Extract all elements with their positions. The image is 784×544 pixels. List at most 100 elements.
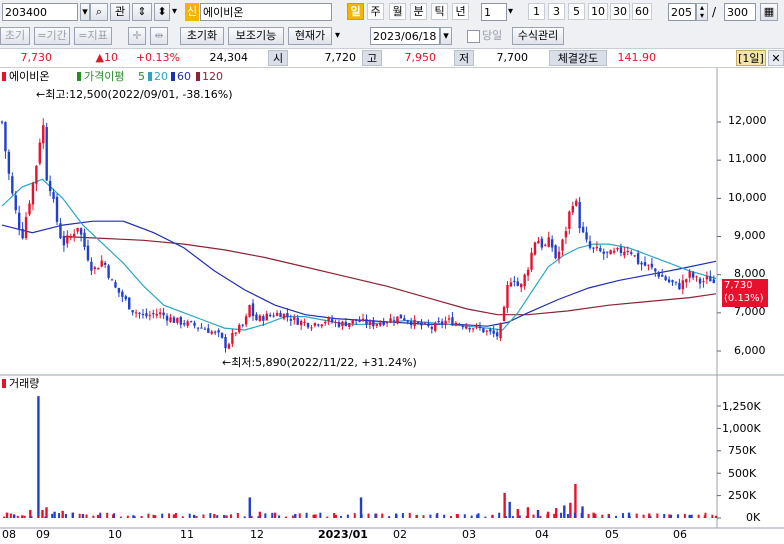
display-count-input[interactable]: 205	[668, 3, 696, 21]
minute-1[interactable]: 1	[528, 3, 545, 20]
stock-code-input[interactable]: 203400	[2, 3, 78, 21]
volume-bar	[670, 514, 673, 518]
candle-down	[492, 330, 495, 334]
candle-down	[640, 262, 643, 265]
volume-bar	[436, 513, 439, 518]
candle-down	[430, 326, 434, 329]
candle-down	[678, 282, 681, 290]
kwan-button[interactable]: 관	[110, 3, 130, 21]
candle-up	[169, 317, 172, 322]
volume-title: 거래량	[9, 377, 40, 390]
candle-down	[482, 328, 485, 333]
period-month[interactable]: 월	[389, 3, 406, 20]
count-stepper[interactable]: ▴ ▾	[696, 3, 708, 21]
volume-bar	[367, 513, 370, 518]
init-button[interactable]: 초기	[0, 27, 30, 45]
crosshair-button[interactable]: ✛	[128, 27, 146, 45]
high-label: 고	[362, 50, 382, 66]
zoom-button[interactable]: ⇹	[150, 27, 168, 45]
interval-select[interactable]: 1	[481, 3, 507, 21]
volume-bar	[388, 516, 391, 518]
candle-up	[248, 305, 251, 317]
close-icon[interactable]: ✕	[768, 50, 784, 66]
candle-down	[516, 281, 519, 286]
minute-30[interactable]: 30	[610, 3, 630, 20]
stepper-button[interactable]: ⬍	[154, 3, 170, 21]
aux-function-button[interactable]: 보조기능	[228, 27, 284, 45]
volume-bar	[132, 515, 135, 518]
current-dropdown-icon[interactable]: ▾	[335, 30, 341, 41]
chart-settings-button[interactable]: ▦	[760, 3, 778, 21]
candle-down	[358, 320, 361, 322]
minute-60[interactable]: 60	[632, 3, 652, 20]
formula-manage-button[interactable]: 수식관리	[512, 27, 564, 45]
period-week[interactable]: 주	[367, 3, 384, 20]
candle-up	[595, 246, 599, 249]
period-button[interactable]: =기간	[34, 27, 70, 45]
volume-bar	[505, 516, 508, 518]
search-button[interactable]: ⌕	[90, 3, 108, 21]
candle-up	[368, 321, 372, 325]
indicator-button[interactable]: =지표	[74, 27, 112, 45]
code-dropdown-button[interactable]: ▾	[80, 3, 90, 21]
chart-type-button[interactable]: ⇕	[132, 3, 152, 21]
x-tick: 02	[393, 528, 407, 541]
candle-down	[513, 280, 516, 282]
current-price-button[interactable]: 현재가	[288, 27, 332, 45]
candle-up	[509, 282, 513, 287]
stock-name-field[interactable]: 에이비온	[200, 3, 332, 21]
price-tick: 7,000	[734, 305, 766, 318]
candle-up	[244, 316, 248, 325]
volume-bar	[174, 512, 177, 518]
candle-down	[289, 318, 293, 321]
reset-button[interactable]: 초기화	[180, 27, 224, 45]
today-checkbox[interactable]	[467, 30, 480, 43]
candle-up	[626, 250, 630, 252]
volume-bar	[683, 513, 686, 518]
candle-up	[28, 203, 31, 215]
candle-up	[100, 260, 103, 267]
candle-up	[293, 317, 296, 320]
minute-10[interactable]: 10	[588, 3, 608, 20]
date-input[interactable]: 2023/06/18	[370, 27, 440, 45]
dropdown-arrow-icon[interactable]: ▾	[172, 6, 178, 17]
volume-bar	[250, 516, 253, 518]
interval-dropdown-icon[interactable]: ▾	[508, 6, 514, 17]
volume-bar	[273, 512, 277, 518]
volume-bar	[511, 516, 514, 518]
volume-bar	[503, 492, 506, 518]
minute-5[interactable]: 5	[568, 3, 585, 20]
total-count-input[interactable]: 300	[724, 3, 756, 21]
period-minute[interactable]: 분	[410, 3, 427, 20]
legend-ma-swatch	[77, 72, 81, 81]
volume-bar	[580, 512, 583, 518]
candle-up	[93, 267, 97, 270]
candle-up	[575, 200, 578, 206]
candle-down	[286, 313, 289, 318]
volume-bar	[690, 514, 693, 518]
quote-strength: 141.90	[617, 51, 657, 64]
last-price: 7,730	[724, 280, 753, 291]
volume-bar	[573, 512, 576, 518]
volume-bar	[314, 514, 317, 518]
candle-down	[709, 276, 712, 282]
price-tick: 11,000	[728, 152, 767, 165]
candle-up	[485, 330, 489, 332]
candle-down	[110, 279, 114, 281]
period-year[interactable]: 년	[452, 3, 469, 20]
candle-down	[272, 315, 275, 317]
candle-up	[434, 322, 437, 331]
quote-volume: 24,304	[209, 51, 249, 64]
volume-bar	[192, 514, 196, 518]
period-tick[interactable]: 틱	[431, 3, 448, 20]
candle-down	[461, 325, 464, 328]
stock-chart[interactable]	[0, 68, 784, 544]
volume-bar	[81, 513, 85, 518]
volume-bar	[536, 509, 540, 518]
date-dropdown-button[interactable]: ▾	[440, 27, 452, 45]
candle-down	[554, 245, 557, 259]
period-day[interactable]: 일	[347, 3, 364, 20]
minute-3[interactable]: 3	[548, 3, 565, 20]
volume-bar	[569, 502, 572, 518]
volume-tick: 1,250K	[722, 400, 761, 413]
